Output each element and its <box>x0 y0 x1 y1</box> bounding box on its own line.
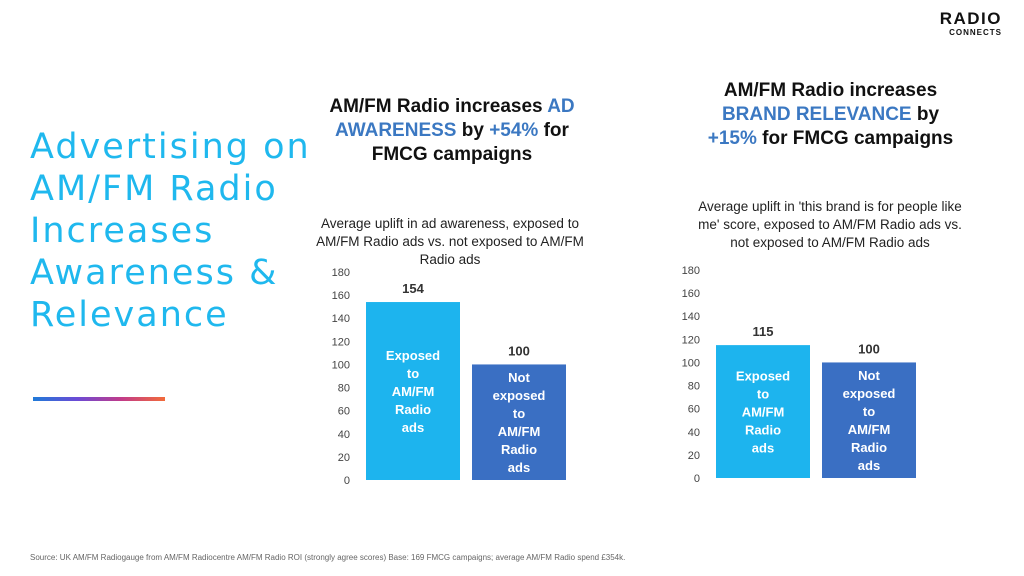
y-tick-label: 120 <box>332 336 350 348</box>
bar-2 <box>822 362 916 478</box>
logo-main-text: RADIO <box>939 9 1002 28</box>
y-tick-label: 140 <box>332 313 350 325</box>
radio-connects-logo: RADIO CONNECTS <box>939 9 1002 38</box>
bar-category-label: exposed <box>843 386 896 401</box>
bar-category-label: to <box>407 366 419 381</box>
bar-value-label: 115 <box>753 324 774 339</box>
y-tick-label: 180 <box>682 265 700 277</box>
chart-1-title-part: by <box>456 120 490 141</box>
bar-category-label: ads <box>752 441 774 456</box>
y-tick-label: 40 <box>688 427 700 439</box>
chart-2-title-part: for FMCG campaigns <box>756 128 954 149</box>
chart-1-subtitle: Average uplift in ad awareness, exposed … <box>316 216 584 267</box>
bar-category-label: to <box>863 404 875 419</box>
bar-category-label: Exposed <box>736 369 790 384</box>
bar-category-label: to <box>513 406 525 421</box>
bar-category-label: ads <box>402 420 424 435</box>
chart-1-title-part: for FMCG campaigns <box>371 120 569 165</box>
chart-1-title-part: AM/FM Radio increases <box>329 96 548 117</box>
bar-1 <box>366 302 460 480</box>
y-tick-label: 100 <box>332 359 350 371</box>
bar-value-label: 100 <box>858 341 880 356</box>
y-tick-label: 160 <box>332 290 350 302</box>
logo-sub-text: CONNECTS <box>949 28 1002 37</box>
chart-2-brand-relevance: 0 20 40 60 80 100 120 140 160 180 115 Exposed to AM/F… <box>682 265 916 485</box>
bar-value-label: 100 <box>508 343 530 358</box>
chart-2-title-part: by <box>911 104 940 125</box>
y-tick-label: 60 <box>338 406 350 418</box>
chart-2-title-part: AM/FM Radio increases <box>723 80 938 101</box>
y-tick-label: 120 <box>682 334 700 346</box>
bar-1 <box>716 345 810 478</box>
chart-2-title-part: BRAND RELEVANCE <box>721 104 912 125</box>
y-tick-label: 40 <box>338 429 350 441</box>
y-tick-label: 20 <box>688 450 700 462</box>
bar-category-label: AM/FM <box>392 384 435 399</box>
bar-category-label: ads <box>508 460 530 475</box>
bar-category-label: Radio <box>501 442 537 457</box>
bar-category-label: AM/FM <box>848 422 891 437</box>
y-tick-label: 100 <box>682 357 700 369</box>
bar-category-label: exposed <box>493 388 546 403</box>
y-tick-label: 160 <box>682 288 700 300</box>
bar-category-label: ads <box>858 458 880 473</box>
source-footnote: Source: UK AM/FM Radiogauge from AM/FM R… <box>30 553 626 562</box>
chart-2-subtitle: Average uplift in 'this brand is for peo… <box>698 199 962 250</box>
bar-category-label: Radio <box>745 423 781 438</box>
bar-category-label: AM/FM <box>742 405 785 420</box>
y-tick-label: 60 <box>688 404 700 416</box>
y-tick-label: 80 <box>688 381 700 393</box>
chart-2-title-part: +15% <box>707 128 757 149</box>
chart-1-title-part: +54% <box>489 120 539 141</box>
bar-category-label: Radio <box>851 440 887 455</box>
chart-1-title-part: AD AWARENESS <box>335 96 575 141</box>
y-tick-label: 0 <box>344 475 350 487</box>
bar-value-label: 154 <box>402 281 424 296</box>
bar-category-label: Not <box>508 370 530 385</box>
chart-1-ad-awareness: 0 20 40 60 80 100 120 140 160 180 154 Exposed to AM/F… <box>332 267 566 487</box>
bar-2 <box>472 364 566 480</box>
bar-category-label: Not <box>858 368 880 383</box>
y-tick-label: 180 <box>332 267 350 279</box>
page-headline: Advertising on AM/FM Radio Increases Awa… <box>30 127 311 335</box>
bar-category-label: Radio <box>395 402 431 417</box>
y-tick-label: 0 <box>694 473 700 485</box>
bar-category-label: AM/FM <box>498 424 541 439</box>
bar-category-label: Exposed <box>386 348 440 363</box>
chart-2-title: AM/FM Radio increases BRAND RELEVANCE by… <box>703 79 958 151</box>
y-tick-label: 20 <box>338 452 350 464</box>
y-tick-label: 80 <box>338 383 350 395</box>
bar-category-label: to <box>757 387 769 402</box>
gradient-divider <box>33 397 165 401</box>
chart-1-title: AM/FM Radio increases AD AWARENESS by +5… <box>314 95 590 167</box>
y-tick-label: 140 <box>682 311 700 323</box>
